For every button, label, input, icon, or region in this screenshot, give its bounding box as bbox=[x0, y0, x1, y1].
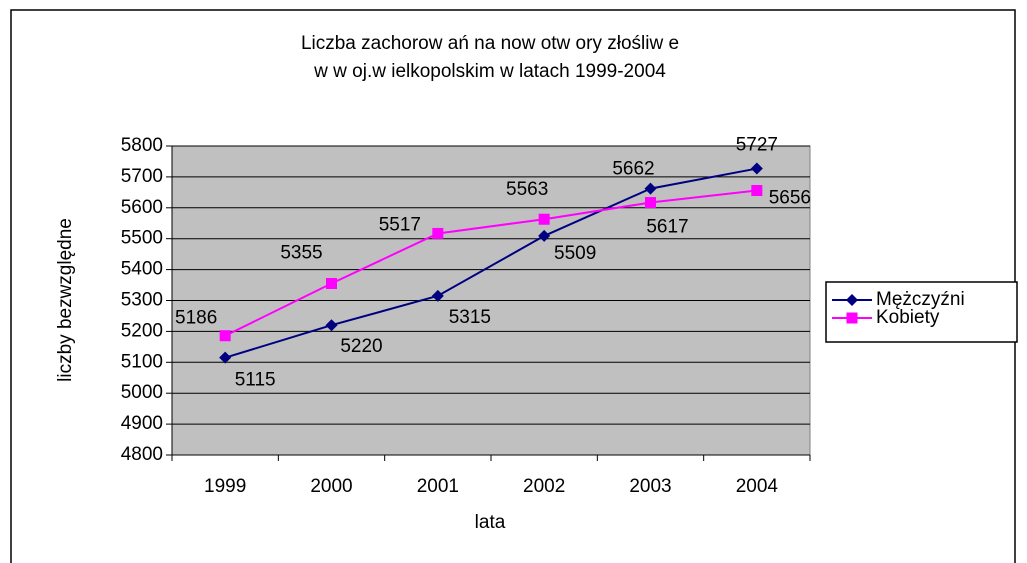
data-point bbox=[538, 213, 550, 225]
x-tick-label: 2000 bbox=[310, 476, 352, 497]
data-point bbox=[219, 330, 231, 342]
y-axis-label: liczby bezwzględne bbox=[55, 218, 76, 382]
legend bbox=[825, 281, 1018, 343]
chart-title: Liczba zachorow ań na now otw ory złośli… bbox=[301, 33, 679, 54]
data-point bbox=[751, 184, 763, 196]
y-tick-label: 5800 bbox=[121, 135, 163, 156]
x-tick-label: 2001 bbox=[417, 476, 459, 497]
data-point bbox=[219, 351, 232, 364]
legend-marker bbox=[846, 294, 858, 306]
data-point bbox=[325, 319, 338, 332]
legend-marker bbox=[846, 312, 858, 324]
x-tick-label: 2003 bbox=[629, 476, 671, 497]
y-tick-label: 5600 bbox=[121, 197, 163, 218]
data-point bbox=[431, 289, 444, 302]
data-label: 5315 bbox=[449, 307, 491, 328]
data-label: 5186 bbox=[175, 308, 217, 329]
data-label: 5727 bbox=[736, 135, 778, 156]
series-line bbox=[224, 167, 758, 359]
y-tick-label: 5400 bbox=[121, 259, 163, 280]
y-tick-label: 5700 bbox=[121, 166, 163, 187]
x-tick-label: 2002 bbox=[523, 476, 565, 497]
x-axis-label: lata bbox=[475, 512, 506, 533]
y-tick-label: 5200 bbox=[121, 320, 163, 341]
data-label: 5355 bbox=[280, 243, 322, 264]
y-tick-label: 5500 bbox=[121, 228, 163, 249]
x-tick-label: 1999 bbox=[204, 476, 246, 497]
data-point bbox=[750, 162, 763, 175]
data-label: 5563 bbox=[506, 179, 548, 200]
y-tick-label: 5300 bbox=[121, 290, 163, 311]
data-label: 5662 bbox=[612, 159, 654, 180]
series-line bbox=[224, 189, 757, 337]
data-point bbox=[644, 182, 657, 195]
y-tick-label: 4900 bbox=[121, 413, 163, 434]
data-label: 5517 bbox=[379, 214, 421, 235]
data-label: 5656 bbox=[769, 188, 811, 209]
data-label: 5115 bbox=[235, 370, 276, 391]
y-tick-label: 5100 bbox=[121, 351, 163, 372]
data-label: 5509 bbox=[554, 243, 596, 264]
data-point bbox=[432, 227, 444, 239]
legend-label: Mężczyźni bbox=[876, 289, 965, 310]
x-tick-label: 2004 bbox=[736, 476, 779, 497]
y-tick-label: 5000 bbox=[121, 382, 163, 403]
data-label: 5617 bbox=[646, 217, 688, 238]
y-tick-label: 4800 bbox=[121, 444, 163, 465]
data-point bbox=[538, 229, 551, 242]
chart-title: w w oj.w ielkopolskim w latach 1999-2004 bbox=[313, 61, 666, 82]
data-label: 5220 bbox=[340, 336, 382, 357]
legend-label: Kobiety bbox=[876, 307, 940, 328]
data-point bbox=[645, 197, 656, 209]
data-point bbox=[326, 278, 337, 290]
